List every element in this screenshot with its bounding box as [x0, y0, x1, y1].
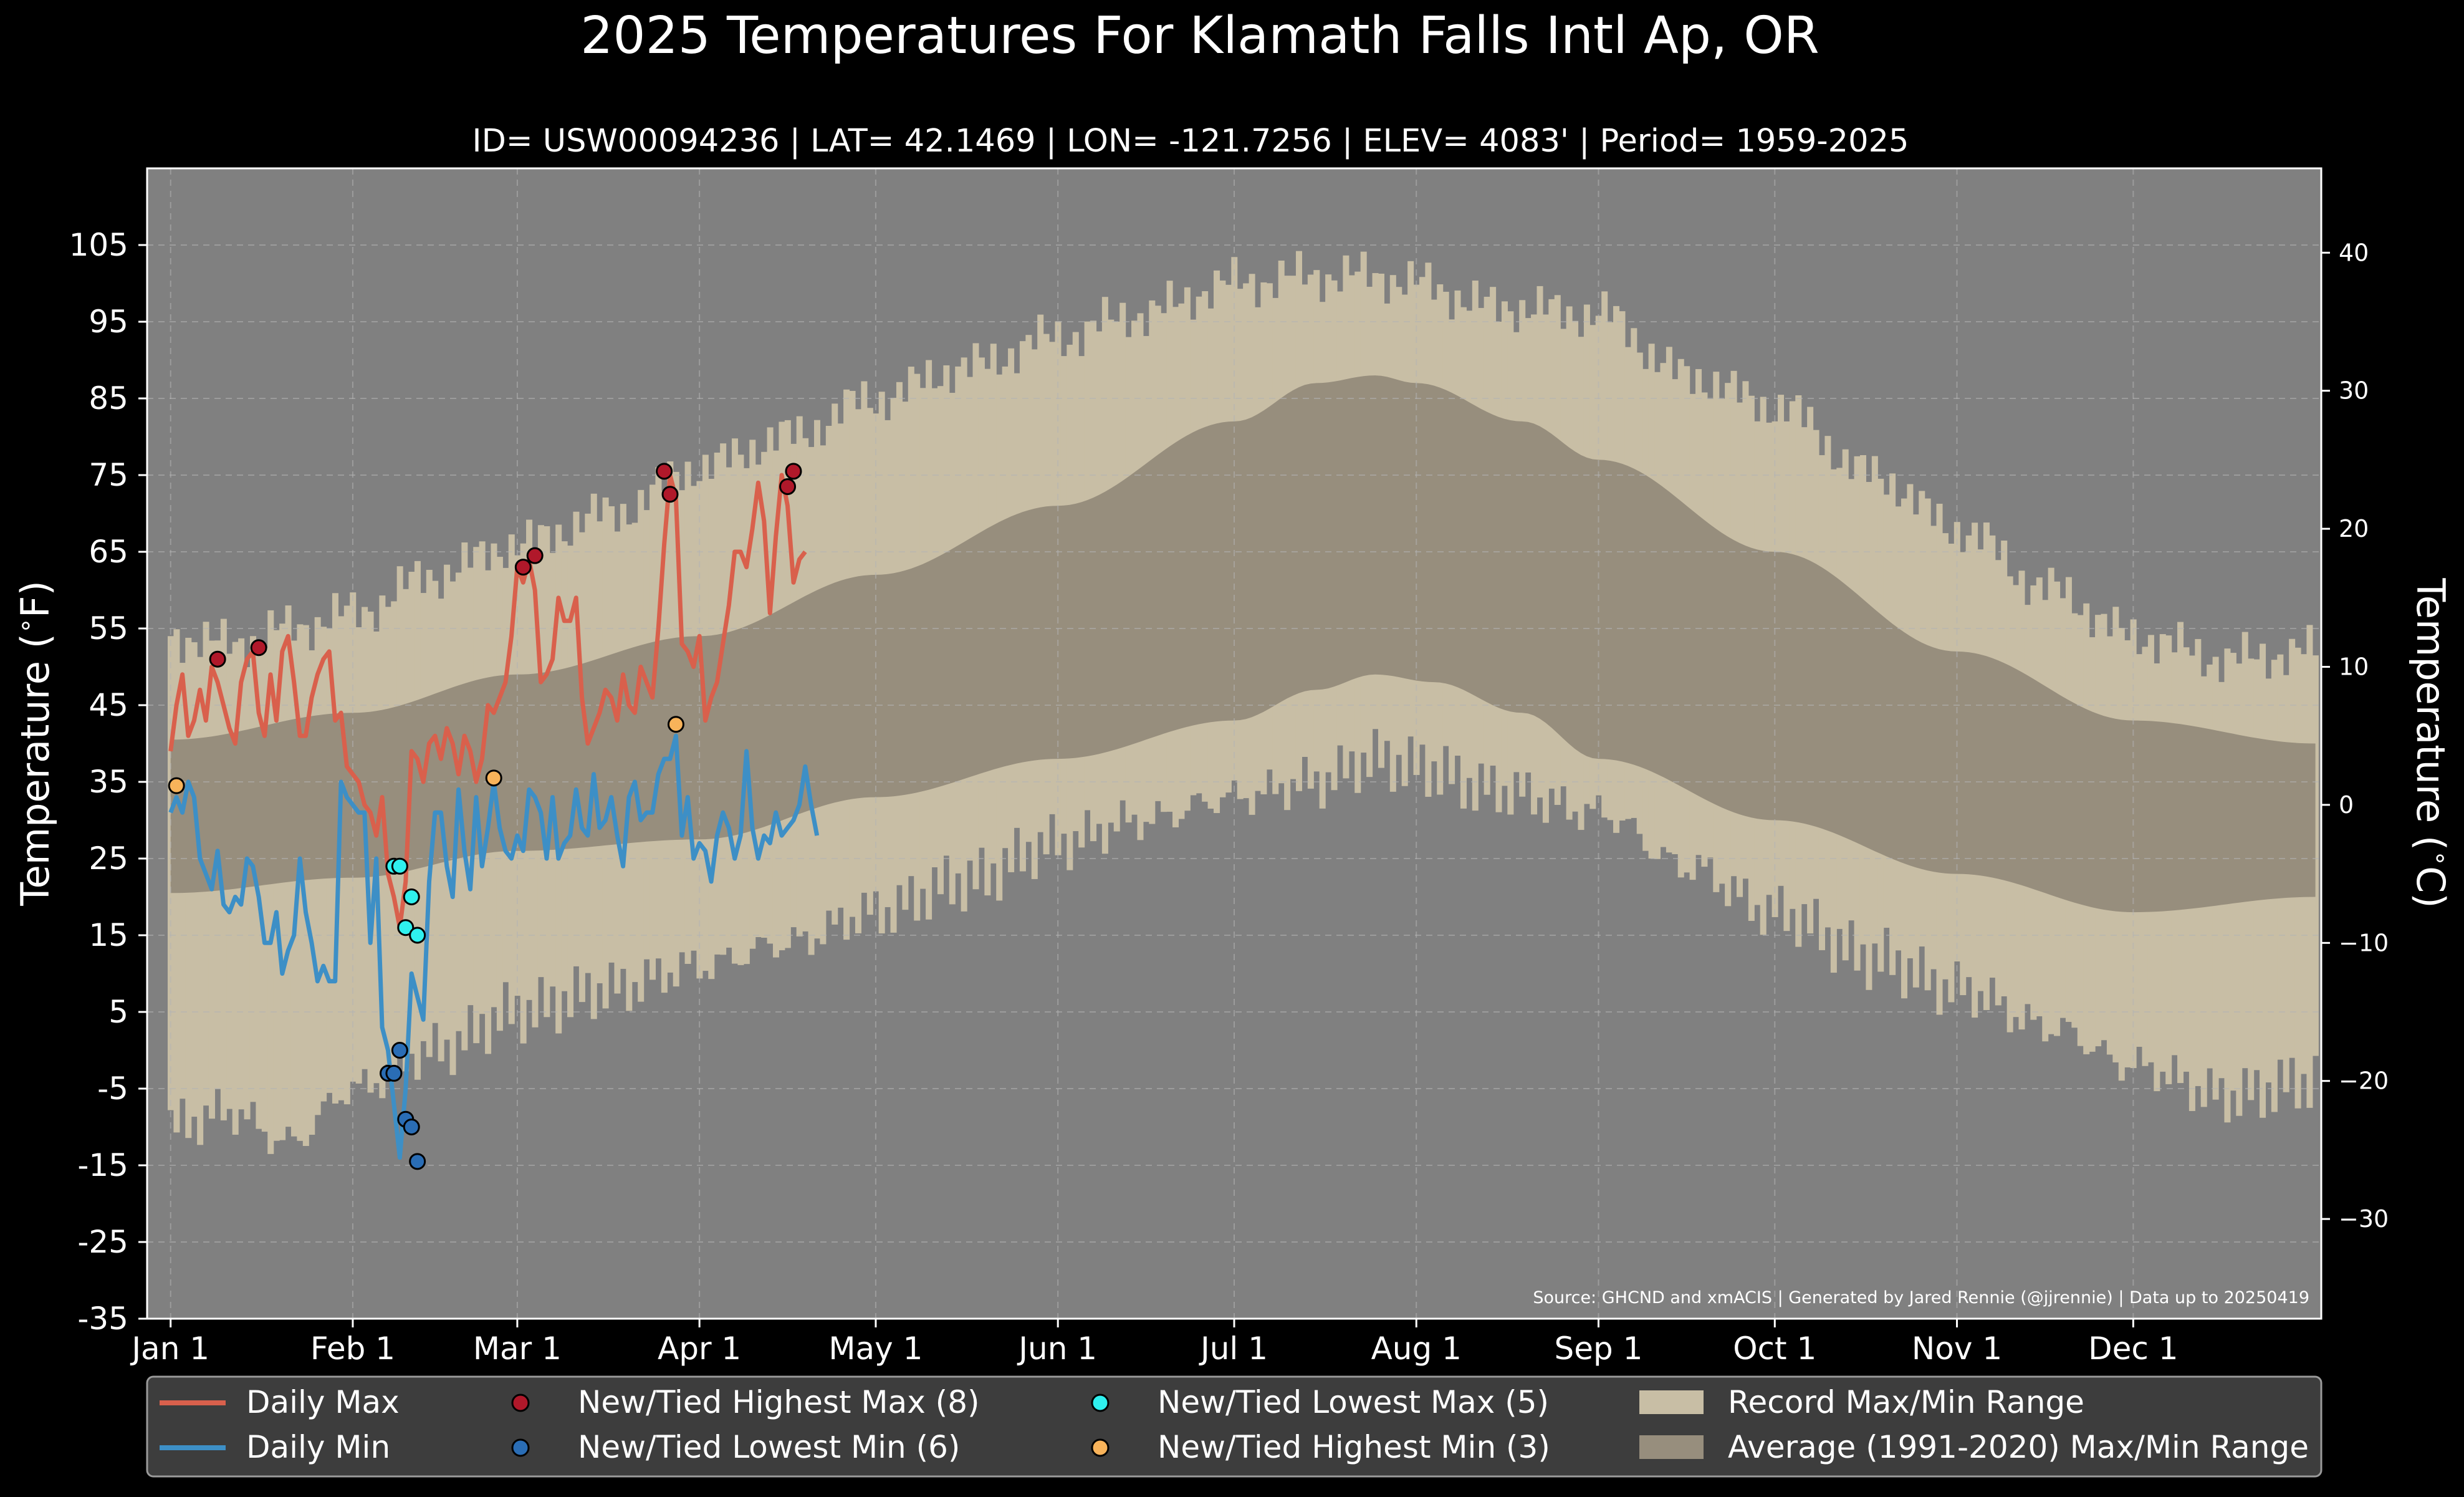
y-tick-label: 15 [89, 917, 128, 953]
x-tick-label: Nov 1 [1912, 1331, 2002, 1367]
y-tick-label: 5 [108, 994, 128, 1030]
legend-record-range-label: Record Max/Min Range [1728, 1384, 2084, 1420]
y2-tick-label: 0 [2339, 791, 2354, 819]
x-tick-label: Oct 1 [1733, 1331, 1816, 1367]
y2-tick-label: 30 [2339, 377, 2369, 405]
lowest-min-point [403, 1119, 420, 1135]
y-tick-label: 105 [69, 227, 128, 263]
legend-normal-range-label: Average (1991-2020) Max/Min Range [1728, 1429, 2309, 1465]
chart-title: 2025 Temperatures For Klamath Falls Intl… [580, 6, 1819, 65]
x-tick-label: Feb 1 [310, 1331, 395, 1367]
y2-tick-label: 40 [2339, 239, 2369, 266]
record-range-bar [309, 650, 315, 1135]
y-tick-label: 85 [89, 380, 128, 416]
record-range-bar [290, 640, 297, 1137]
y-axis-left: 105 95 85 75 65 55 45 35 25 15 5 -5 -15 -25 -35 [69, 227, 147, 1337]
y2-tick-label: 20 [2339, 515, 2369, 542]
legend-highest-min-marker [1091, 1438, 1110, 1457]
legend-box [146, 1375, 2323, 1478]
lowest-max-point [403, 888, 420, 905]
highest-max-point [785, 463, 802, 480]
record-markers [168, 463, 802, 1170]
x-axis: Jan 1 Feb 1 Mar 1 Apr 1 May 1 Jun 1 Jul 1 Aug 1… [130, 1319, 2179, 1367]
x-tick-label: Dec 1 [2088, 1331, 2178, 1367]
legend-lowest-max-label: New/Tied Lowest Max (5) [1158, 1384, 1549, 1420]
source-note: Source: GHCND and xmACIS | Generated by … [1533, 1288, 2309, 1307]
legend-lowest-min-label: New/Tied Lowest Min (6) [578, 1429, 960, 1465]
x-tick-label: Jul 1 [1199, 1331, 1268, 1367]
y-tick-label: 45 [89, 687, 128, 723]
highest-max-point [656, 463, 673, 480]
y2-tick-label: −30 [2339, 1205, 2389, 1233]
legend-normal-range-swatch [1639, 1435, 1704, 1459]
lowest-max-point [409, 927, 426, 944]
y-tick-label: -15 [77, 1147, 128, 1183]
y-tick-label: 35 [89, 764, 128, 800]
record-range-bar [244, 667, 251, 1120]
y2-tick-label: −20 [2339, 1067, 2389, 1095]
highest-min-point [168, 777, 185, 794]
y-tick-label: -25 [77, 1224, 128, 1260]
y-tick-label: 25 [89, 840, 128, 877]
highest-min-point [667, 716, 684, 733]
highest-max-point [526, 547, 544, 564]
highest-max-point [209, 650, 226, 668]
normal-range-band [170, 375, 2316, 913]
highest-min-point [485, 769, 502, 787]
record-range-bar [2312, 655, 2319, 1056]
lowest-min-point [409, 1153, 426, 1170]
legend-daily-min-label: Daily Min [246, 1429, 390, 1465]
y-tick-label: -5 [97, 1071, 128, 1107]
legend-highest-max-label: New/Tied Highest Max (8) [578, 1384, 980, 1420]
y-axis-right: 40 30 20 10 0 −10 −20 −30 [2321, 239, 2389, 1233]
y-tick-label: -35 [77, 1301, 128, 1337]
y2-tick-label: −10 [2339, 929, 2389, 956]
chart-subtitle: ID= USW00094236 | LAT= 42.1469 | LON= -1… [472, 123, 1909, 160]
x-tick-label: Aug 1 [1371, 1331, 1462, 1367]
record-range-bar [273, 630, 280, 1141]
legend-daily-max-label: Daily Max [246, 1384, 400, 1420]
record-range-bar [302, 625, 309, 1147]
record-range-bar [261, 648, 268, 1132]
daily-max-line [168, 473, 807, 930]
lowest-max-point [391, 857, 408, 875]
x-tick-label: Jun 1 [1017, 1331, 1097, 1367]
lowest-min-point [391, 1042, 408, 1059]
x-tick-label: Sep 1 [1554, 1331, 1642, 1367]
legend: Daily Max Daily Min New/Tied Highest Max… [146, 1375, 2323, 1478]
plot-area: Source: GHCND and xmACIS | Generated by … [146, 167, 2323, 1320]
y-tick-label: 55 [89, 610, 128, 647]
x-tick-label: Apr 1 [658, 1331, 741, 1367]
y2-axis-label: Temperature (∘C) [2408, 577, 2455, 908]
y-tick-label: 75 [89, 457, 128, 493]
legend-highest-max-marker [511, 1394, 530, 1412]
legend-highest-min-label: New/Tied Highest Min (3) [1158, 1429, 1550, 1465]
highest-max-point [250, 639, 267, 657]
x-tick-label: May 1 [828, 1331, 923, 1367]
y2-tick-label: 10 [2339, 653, 2369, 681]
y-tick-label: 65 [89, 534, 128, 570]
legend-lowest-min-marker [511, 1438, 530, 1457]
lowest-min-point [385, 1064, 403, 1082]
y-axis-label: Temperature (∘F) [11, 580, 58, 907]
legend-record-range-swatch [1639, 1390, 1704, 1414]
lowest-max-point [397, 919, 415, 936]
highest-max-point [514, 559, 532, 576]
highest-max-point [779, 478, 797, 495]
x-tick-label: Mar 1 [473, 1331, 562, 1367]
highest-max-point [661, 486, 679, 503]
record-range-bar [197, 657, 204, 1145]
x-tick-label: Jan 1 [130, 1331, 209, 1367]
y-tick-label: 95 [89, 304, 128, 340]
legend-lowest-max-marker [1091, 1394, 1110, 1412]
